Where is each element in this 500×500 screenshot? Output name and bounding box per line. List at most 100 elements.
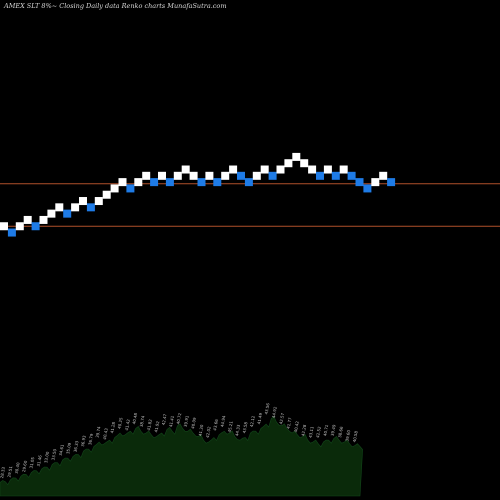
volume-label: 39.91 (183, 415, 190, 428)
renko-bricks (0, 152, 396, 237)
brick-23 (173, 171, 182, 180)
volume-label: 41.42 (124, 418, 131, 431)
volume-label: 35.09 (65, 442, 72, 455)
volume-label: 29.60 (21, 460, 28, 473)
brick-16 (118, 178, 127, 187)
volume-label: 44.94 (219, 415, 226, 428)
volume-label: 41.77 (286, 417, 293, 430)
volume-label: 33.50 (50, 448, 57, 461)
brick-27 (205, 171, 214, 180)
volume-label: 44.92 (271, 406, 278, 419)
volume-label: 43.58 (242, 421, 249, 434)
chart-title: AMEX SLT 8%~ Closing Daily data Renko ch… (4, 2, 227, 10)
volume-label: 42.47 (161, 413, 168, 426)
volume-label: 40.72 (175, 412, 182, 425)
volume-label: 40.42 (293, 420, 300, 433)
volume-label: 40.71 (322, 424, 329, 437)
brick-25 (189, 171, 198, 180)
brick-7 (47, 209, 56, 218)
volume-label: 45.21 (227, 420, 234, 433)
brick-13 (94, 197, 103, 206)
volume-label: 36.93 (80, 435, 87, 448)
volume-area-shape (0, 416, 363, 497)
volume-label: 41.82 (146, 418, 153, 431)
brick-41 (316, 171, 324, 180)
volume-label: 28.33 (0, 466, 6, 479)
volume-label: 43.56 (264, 402, 271, 415)
brick-4 (23, 215, 32, 224)
brick-34 (260, 165, 269, 174)
volume-label: 30.40 (14, 462, 21, 475)
volume-label: 40.25 (117, 417, 124, 430)
brick-9 (63, 209, 72, 218)
volume-label: 43.11 (308, 426, 315, 439)
brick-3 (15, 222, 24, 231)
brick-44 (339, 165, 348, 174)
volume-label: 42.12 (249, 415, 256, 428)
brick-31 (237, 171, 245, 180)
brick-48 (371, 178, 380, 187)
volume-label: 38.66 (337, 426, 344, 439)
volume-area (0, 416, 363, 497)
brick-14 (102, 190, 111, 199)
brick-22 (165, 178, 174, 187)
brick-6 (39, 215, 48, 224)
brick-8 (55, 203, 64, 212)
brick-33 (252, 171, 261, 180)
brick-49 (379, 171, 388, 180)
volume-label: 29.51 (6, 465, 13, 478)
volume-label: 40.48 (131, 412, 138, 425)
brick-19 (142, 171, 151, 180)
brick-45 (347, 171, 356, 180)
brick-17 (126, 184, 135, 193)
brick-1 (0, 222, 8, 231)
volume-label: 31.46 (36, 454, 43, 467)
brick-30 (229, 165, 238, 174)
brick-35 (268, 171, 277, 180)
volume-label: 41.92 (153, 420, 160, 433)
brick-2 (7, 228, 16, 237)
brick-37 (284, 159, 293, 168)
brick-20 (150, 178, 159, 187)
volume-label: 34.61 (58, 444, 65, 457)
volume-label: 41.41 (168, 415, 175, 428)
brick-50 (387, 178, 396, 187)
brick-26 (197, 178, 206, 187)
brick-24 (181, 165, 190, 174)
volume-label: 41.28 (109, 421, 116, 434)
brick-42 (323, 165, 332, 174)
brick-28 (213, 178, 222, 187)
brick-15 (110, 184, 119, 193)
volume-label: 41.49 (256, 412, 263, 425)
volume-label: 36.33 (73, 440, 80, 453)
volume-label: 39.49 (330, 424, 337, 437)
volume-label: 40.43 (102, 427, 109, 440)
volume-label: 31.05 (28, 456, 35, 469)
volume-label: 39.60 (344, 429, 351, 442)
volume-label: 42.57 (278, 412, 285, 425)
volume-label: 40.09 (190, 417, 197, 430)
brick-18 (134, 178, 143, 187)
volume-label: 38.74 (139, 415, 146, 428)
volume-label: 33.00 (43, 451, 50, 464)
brick-46 (355, 178, 364, 187)
brick-36 (276, 165, 285, 174)
volume-label: 41.30 (197, 424, 204, 437)
brick-29 (221, 171, 230, 180)
brick-10 (71, 203, 80, 212)
brick-47 (363, 184, 372, 193)
brick-12 (86, 203, 95, 212)
brick-40 (308, 165, 317, 174)
brick-21 (158, 171, 166, 180)
brick-39 (300, 159, 309, 168)
volume-label: 40.58 (352, 430, 359, 443)
volume-label: 44.33 (234, 424, 241, 437)
brick-43 (331, 171, 340, 180)
brick-32 (244, 178, 253, 187)
volume-label: 39.74 (95, 426, 102, 439)
volume-label: 42.52 (315, 426, 322, 439)
volume-label: 42.02 (205, 426, 212, 439)
volume-label: 36.79 (87, 433, 94, 446)
volume-label: 43.66 (212, 418, 219, 431)
